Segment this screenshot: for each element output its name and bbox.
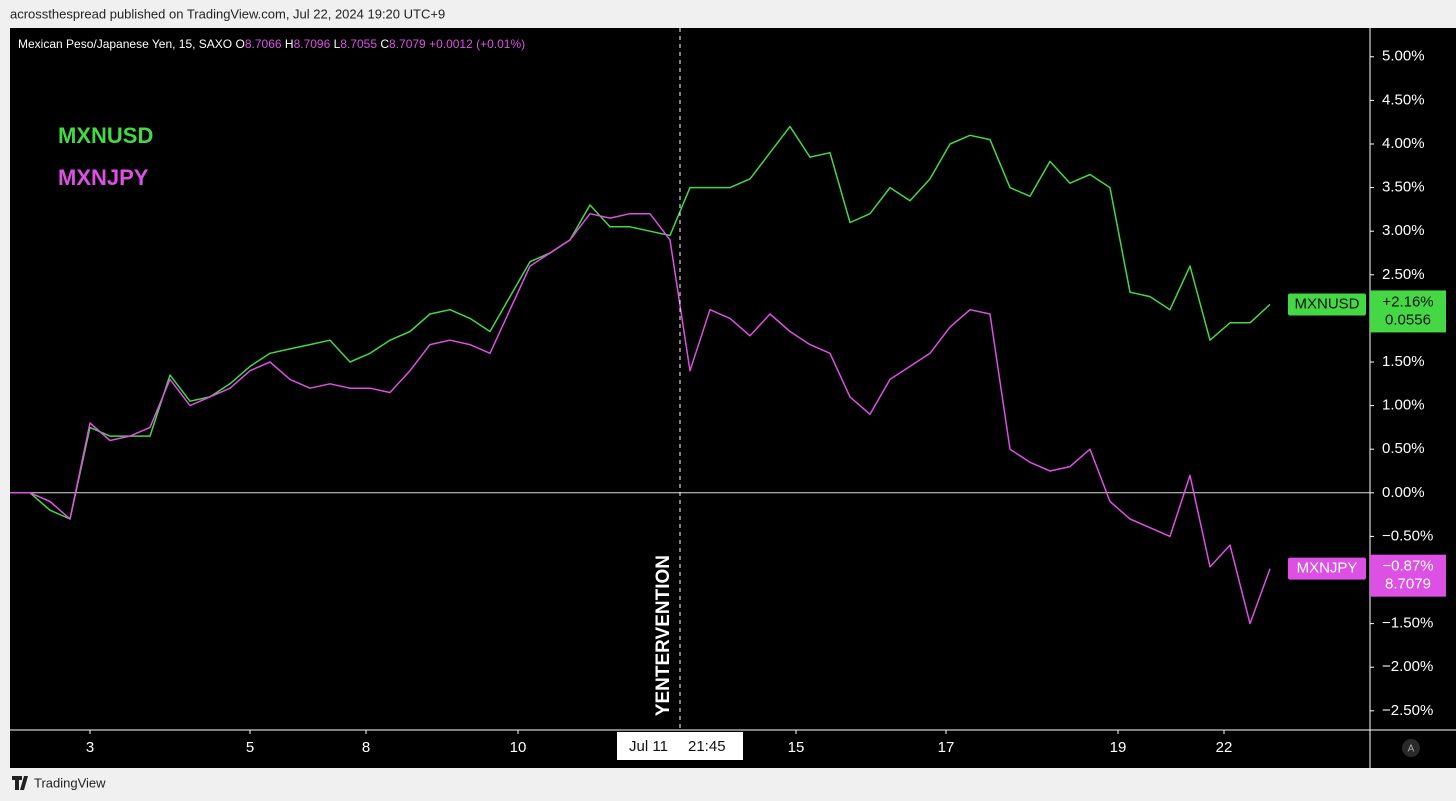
series-tag (1288, 293, 1366, 316)
auto-scale-label[interactable]: A (1408, 744, 1415, 755)
last-price: 8.7079 (1385, 576, 1431, 593)
y-tick-label: 5.00% (1382, 48, 1425, 65)
series-tag-name: MXNJPY (1297, 560, 1358, 577)
plot: 5.00% 4.50% 4.00% 3.50% 3.00% 2.50% 1.50% 1.00%… (10, 48, 1433, 756)
crosshair-time: 21:45 (688, 738, 726, 755)
last-price: 0.0556 (1385, 311, 1431, 328)
y-tick-label: −2.50% (1382, 702, 1433, 719)
x-tick-label: 10 (510, 739, 527, 756)
series-annotation: MXNUSD (58, 123, 153, 148)
last-change: +2.16% (1382, 293, 1433, 310)
legend-header: Mexican Peso/Japanese Yen, 15, SAXO O8.7… (18, 37, 525, 51)
x-tick-label: 15 (788, 739, 805, 756)
brand-name: TradingView (34, 775, 106, 790)
ohlc-key: H (285, 37, 294, 51)
y-tick-label: 4.50% (1382, 91, 1425, 108)
last-value-box (1370, 290, 1446, 333)
ohlc-value: 8.7096 (294, 37, 331, 51)
ohlc-key: L (334, 37, 341, 51)
footer-bar (0, 768, 1456, 801)
series-line (10, 125, 1271, 520)
x-tick-label: 17 (938, 739, 955, 756)
annotation: YENTERVENTION (653, 555, 674, 716)
x-tick-label: 8 (362, 739, 370, 756)
last-change: −0.87% (1382, 558, 1433, 575)
symbol: Mexican Peso/Japanese Yen, 15, SAXO (18, 37, 232, 51)
y-tick-label: −2.00% (1382, 658, 1433, 675)
ohlc-key: O (236, 37, 245, 51)
x-tick-label: 3 (86, 739, 94, 756)
overlay: YENTERVENTION Jul 11 21:45 MXNUSD +2.16%0.05… (617, 28, 1446, 760)
y-tick-label: 3.50% (1382, 179, 1425, 196)
ohlc-value: 8.7055 (340, 37, 377, 51)
series-line (10, 212, 1271, 625)
x-tick-label: 5 (246, 739, 254, 756)
x-tick-label: 22 (1216, 739, 1233, 756)
header-bar (0, 0, 1456, 28)
brand-logo (12, 776, 28, 790)
y-tick-label: 0.50% (1382, 440, 1425, 457)
crosshair-date: Jul 11 (629, 738, 668, 755)
y-tick-label: 2.50% (1382, 266, 1425, 283)
series-tag (1288, 557, 1366, 580)
ohlc-value: 8.7066 (245, 37, 282, 51)
series-annotation: MXNJPY (58, 165, 149, 190)
header-text: acrossthespread published on TradingView… (10, 6, 445, 21)
chart-panel (10, 28, 1456, 768)
y-tick-label: 0.00% (1382, 484, 1425, 501)
y-tick-label: −0.50% (1382, 527, 1433, 544)
ohlc-key: C (380, 37, 389, 51)
y-tick-label: 3.00% (1382, 222, 1425, 239)
y-tick-label: 1.50% (1382, 353, 1425, 370)
last-value-box (1370, 554, 1446, 597)
series-tag-name: MXNUSD (1294, 295, 1359, 312)
auto-scale-button[interactable] (1402, 739, 1420, 757)
y-tick-label: 1.00% (1382, 397, 1425, 414)
crosshair-time-box (617, 732, 743, 760)
y-tick-label: 4.00% (1382, 135, 1425, 152)
ohlc-value: 8.7079 (389, 37, 426, 51)
change: +0.0012 (+0.01%) (429, 37, 525, 51)
x-tick-label: 19 (1110, 739, 1127, 756)
y-tick-label: −1.50% (1382, 615, 1433, 632)
